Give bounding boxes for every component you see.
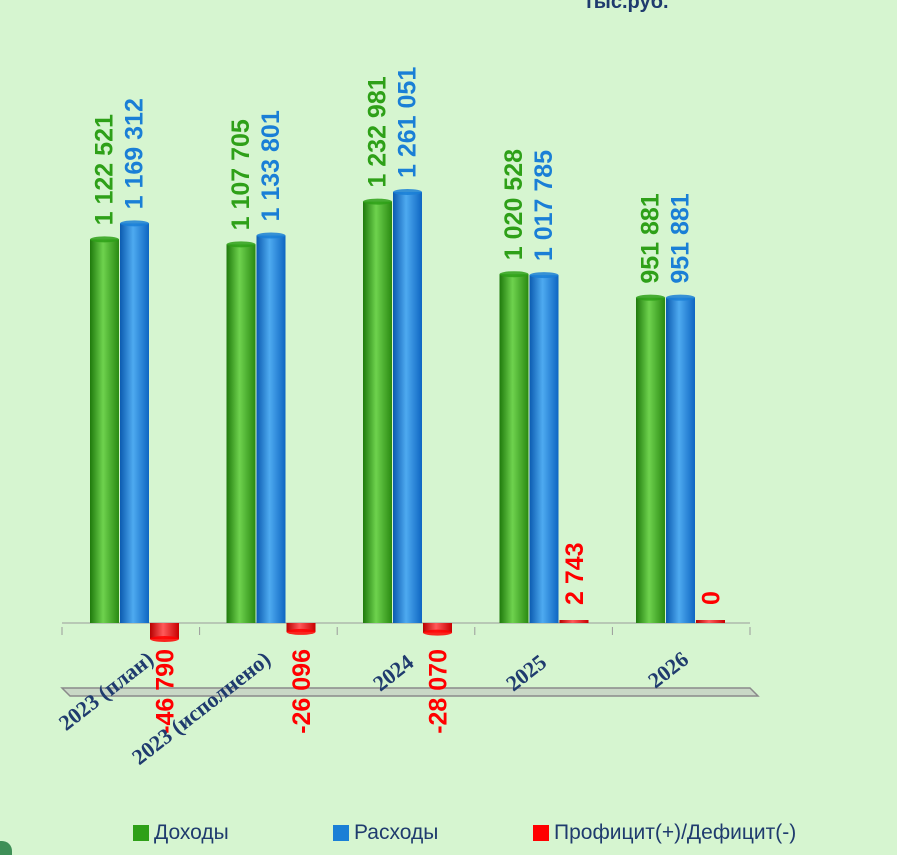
data-label-income: 951 881 — [637, 193, 665, 283]
bar-cap-expense — [256, 232, 286, 239]
legend-item-expense: Расходы — [333, 821, 438, 845]
bar-cap-expense — [529, 272, 559, 279]
corner-accent — [0, 841, 12, 855]
data-label-expense: 1 017 785 — [530, 150, 558, 261]
bar-balance — [559, 620, 589, 623]
legend: Доходы Расходы Профицит(+)/Дефицит(-) — [133, 821, 893, 851]
bar-balance — [286, 623, 316, 632]
data-label-income: 1 232 981 — [364, 76, 392, 187]
data-label-expense: 1 169 312 — [121, 98, 149, 209]
x-tick-label: 2026 — [643, 646, 693, 693]
bar-cap-expense — [666, 294, 695, 301]
legend-swatch-balance — [533, 825, 549, 841]
legend-swatch-expense — [333, 825, 349, 841]
bar-balance — [150, 623, 179, 639]
bar-balance — [696, 620, 725, 623]
bar-income — [636, 297, 665, 623]
data-label-balance: -46 790 — [152, 649, 180, 734]
floor-band — [60, 687, 760, 697]
legend-label-expense: Расходы — [354, 821, 439, 844]
bar-expense — [529, 275, 559, 623]
bar-cap-income — [226, 241, 256, 248]
bar-cap-balance — [423, 629, 452, 636]
legend-swatch-income — [133, 825, 149, 841]
bar-expense — [120, 223, 149, 623]
data-label-balance: 0 — [698, 591, 726, 605]
data-label-balance: 2 743 — [561, 542, 589, 605]
bar-cap-expense — [393, 189, 422, 195]
data-label-income: 1 107 705 — [227, 119, 255, 230]
bar-cap-expense — [120, 220, 149, 227]
legend-item-balance: Профицит(+)/Дефицит(-) — [533, 821, 796, 845]
bar-balance — [423, 623, 452, 633]
bar-cap-balance — [286, 628, 316, 635]
unit-label: тыс.руб. — [584, 0, 669, 13]
bar-expense — [256, 235, 286, 623]
data-label-income: 1 122 521 — [91, 114, 119, 225]
bar-cap-income — [499, 271, 529, 278]
bar-cap-income — [90, 236, 119, 243]
legend-label-balance: Профицит(+)/Дефицит(-) — [554, 821, 797, 844]
data-label-expense: 1 261 051 — [394, 67, 422, 178]
bar-income — [90, 239, 119, 623]
bar-cap-income — [363, 198, 392, 205]
data-label-balance: -28 070 — [425, 649, 453, 734]
bar-income — [363, 201, 392, 623]
bar-expense — [666, 297, 695, 623]
legend-item-income: Доходы — [133, 821, 229, 845]
data-label-expense: 1 133 801 — [257, 110, 285, 221]
data-label-income: 1 020 528 — [500, 149, 528, 260]
bar-income — [226, 244, 256, 624]
bar-expense — [393, 192, 422, 623]
data-label-balance: -26 096 — [288, 649, 316, 734]
bar-cap-balance — [150, 635, 179, 642]
bar-income — [499, 274, 529, 623]
bar-cap-income — [636, 294, 665, 301]
legend-label-income: Доходы — [154, 821, 229, 844]
data-label-expense: 951 881 — [667, 193, 695, 283]
